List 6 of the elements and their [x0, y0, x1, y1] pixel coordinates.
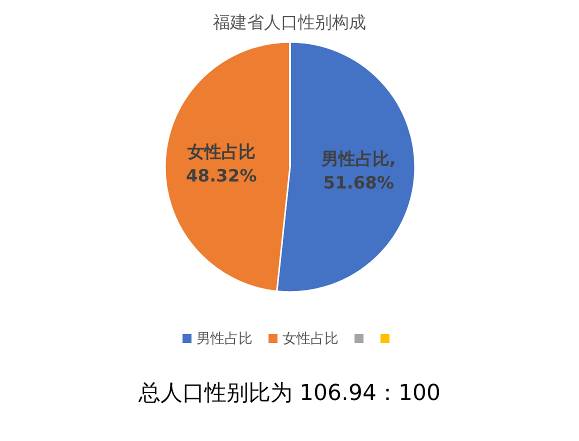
data-label: 男性占比, 51.68% [320, 150, 396, 194]
chart-title: 福建省人口性别构成 [213, 13, 366, 33]
legend-label: 男性占比 [196, 331, 252, 347]
data-label: 女性占比 48.32% [186, 142, 257, 186]
legend-label: 女性占比 [282, 331, 338, 347]
text: 总人口性别比为 106.94：100 [138, 381, 440, 406]
